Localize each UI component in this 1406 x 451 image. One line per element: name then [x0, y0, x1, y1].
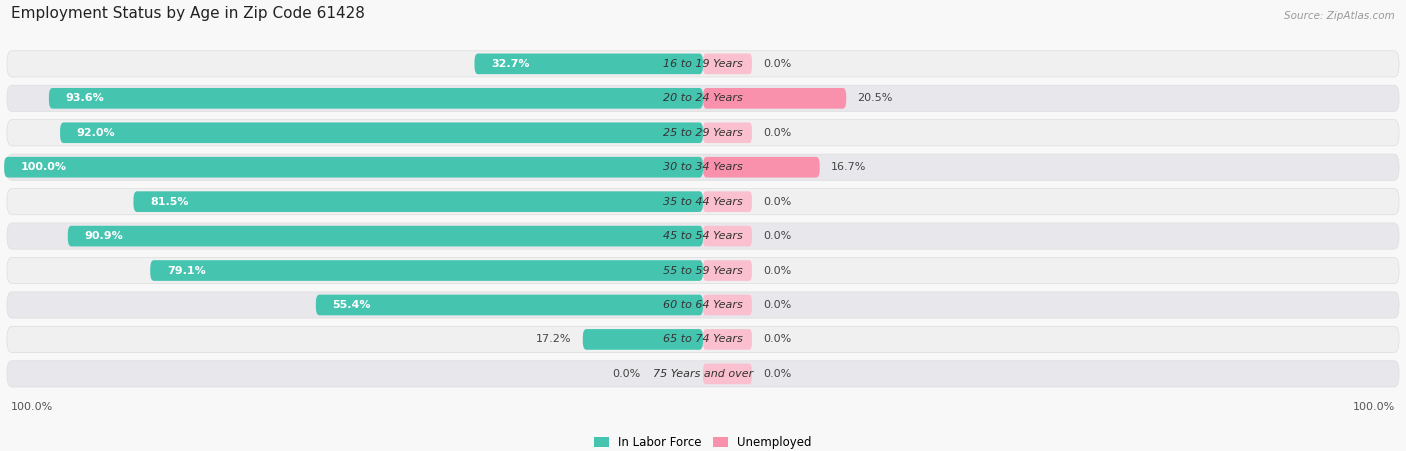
Text: 55 to 59 Years: 55 to 59 Years [664, 266, 742, 276]
FancyBboxPatch shape [150, 260, 703, 281]
FancyBboxPatch shape [474, 54, 703, 74]
Text: 100.0%: 100.0% [1353, 402, 1395, 413]
FancyBboxPatch shape [7, 223, 1399, 249]
FancyBboxPatch shape [134, 191, 703, 212]
Text: 75 Years and over: 75 Years and over [652, 369, 754, 379]
Text: 0.0%: 0.0% [763, 128, 792, 138]
Text: 93.6%: 93.6% [66, 93, 104, 103]
Text: 20.5%: 20.5% [858, 93, 893, 103]
FancyBboxPatch shape [703, 260, 752, 281]
Text: 16 to 19 Years: 16 to 19 Years [664, 59, 742, 69]
FancyBboxPatch shape [7, 154, 1399, 180]
FancyBboxPatch shape [316, 295, 703, 315]
FancyBboxPatch shape [7, 292, 1399, 318]
FancyBboxPatch shape [703, 122, 752, 143]
FancyBboxPatch shape [703, 295, 752, 315]
Text: 0.0%: 0.0% [763, 300, 792, 310]
Text: 17.2%: 17.2% [536, 335, 572, 345]
Text: 0.0%: 0.0% [612, 369, 640, 379]
FancyBboxPatch shape [4, 157, 703, 178]
Text: 0.0%: 0.0% [763, 197, 792, 207]
Text: 55.4%: 55.4% [333, 300, 371, 310]
FancyBboxPatch shape [7, 189, 1399, 215]
FancyBboxPatch shape [67, 226, 703, 246]
Text: 16.7%: 16.7% [831, 162, 866, 172]
Text: 90.9%: 90.9% [84, 231, 124, 241]
FancyBboxPatch shape [703, 191, 752, 212]
Text: 32.7%: 32.7% [491, 59, 530, 69]
Text: 0.0%: 0.0% [763, 369, 792, 379]
Text: 45 to 54 Years: 45 to 54 Years [664, 231, 742, 241]
FancyBboxPatch shape [703, 54, 752, 74]
Text: 81.5%: 81.5% [150, 197, 188, 207]
Text: 100.0%: 100.0% [11, 402, 53, 413]
FancyBboxPatch shape [703, 88, 846, 109]
FancyBboxPatch shape [703, 364, 752, 384]
Text: 65 to 74 Years: 65 to 74 Years [664, 335, 742, 345]
Text: 25 to 29 Years: 25 to 29 Years [664, 128, 742, 138]
Text: 30 to 34 Years: 30 to 34 Years [664, 162, 742, 172]
Text: 0.0%: 0.0% [763, 231, 792, 241]
Text: Employment Status by Age in Zip Code 61428: Employment Status by Age in Zip Code 614… [11, 6, 366, 21]
FancyBboxPatch shape [703, 329, 752, 350]
FancyBboxPatch shape [7, 120, 1399, 146]
Text: 0.0%: 0.0% [763, 59, 792, 69]
Text: 60 to 64 Years: 60 to 64 Years [664, 300, 742, 310]
FancyBboxPatch shape [7, 85, 1399, 111]
Text: 0.0%: 0.0% [763, 335, 792, 345]
FancyBboxPatch shape [703, 157, 820, 178]
Text: Source: ZipAtlas.com: Source: ZipAtlas.com [1284, 11, 1395, 21]
Text: 20 to 24 Years: 20 to 24 Years [664, 93, 742, 103]
FancyBboxPatch shape [7, 258, 1399, 284]
Text: 79.1%: 79.1% [167, 266, 205, 276]
Text: 92.0%: 92.0% [77, 128, 115, 138]
Text: 0.0%: 0.0% [763, 266, 792, 276]
Legend: In Labor Force, Unemployed: In Labor Force, Unemployed [589, 431, 817, 451]
Text: 35 to 44 Years: 35 to 44 Years [664, 197, 742, 207]
FancyBboxPatch shape [7, 327, 1399, 353]
FancyBboxPatch shape [60, 122, 703, 143]
FancyBboxPatch shape [583, 329, 703, 350]
FancyBboxPatch shape [7, 51, 1399, 77]
Text: 100.0%: 100.0% [21, 162, 67, 172]
FancyBboxPatch shape [7, 361, 1399, 387]
FancyBboxPatch shape [49, 88, 703, 109]
FancyBboxPatch shape [703, 226, 752, 246]
